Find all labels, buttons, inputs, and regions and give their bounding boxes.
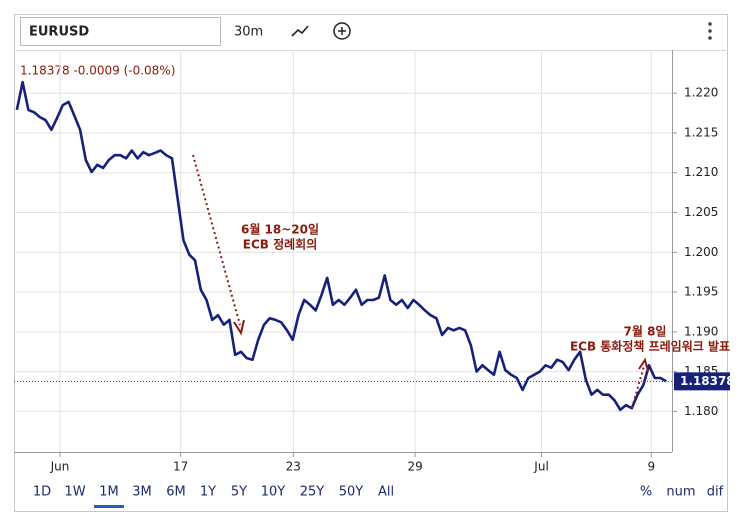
range-button[interactable]: 1D: [33, 485, 51, 500]
x-tick-label: 23: [286, 460, 301, 474]
menu-icon[interactable]: [708, 22, 712, 40]
chart-style-icon[interactable]: [291, 25, 309, 37]
annotation: 7월 8일: [624, 324, 667, 339]
y-tick-label: 1.215: [684, 125, 718, 139]
annotation-arrowhead: [638, 357, 649, 372]
y-tick-label: 1.205: [684, 205, 718, 219]
annotation-arrow: [631, 365, 645, 409]
add-indicator-plus: [338, 27, 346, 35]
x-tick-label: Jul: [533, 460, 548, 474]
range-button[interactable]: 25Y: [300, 485, 325, 500]
display-mode-button[interactable]: dif: [707, 485, 724, 500]
x-tick-label: 29: [407, 460, 422, 474]
range-button[interactable]: 1M: [99, 485, 119, 500]
display-mode-button[interactable]: num: [666, 485, 695, 500]
x-tick-label: 17: [173, 460, 188, 474]
annotation-arrow: [192, 154, 241, 326]
y-tick-label: 1.195: [684, 285, 718, 299]
range-button[interactable]: 50Y: [339, 485, 364, 500]
range-button[interactable]: 3M: [132, 485, 152, 500]
annotation: 6월 18~20일: [241, 222, 319, 237]
x-tick-label: Jun: [50, 460, 70, 474]
range-button[interactable]: 10Y: [261, 485, 286, 500]
y-tick-label: 1.220: [684, 86, 718, 100]
y-tick-label: 1.190: [684, 324, 718, 338]
annotation: ECB 정례회의: [243, 237, 318, 252]
x-tick-label: 9: [647, 460, 655, 474]
range-button[interactable]: All: [378, 485, 394, 500]
widget-frame: [14, 14, 728, 512]
y-tick-label: 1.180: [684, 404, 718, 418]
range-button[interactable]: 1W: [64, 485, 85, 500]
selected-range-underline: [94, 505, 124, 508]
last-price-label: 1.18378: [680, 374, 735, 388]
price-line: [15, 80, 667, 412]
interval-button[interactable]: 30m: [234, 25, 263, 40]
annotation: ECB 통화정책 프레임워크 발표: [570, 339, 730, 354]
symbol-text: EURUSD: [29, 25, 89, 40]
add-indicator-icon[interactable]: [333, 22, 351, 40]
symbol-input[interactable]: [20, 17, 221, 46]
display-mode-button[interactable]: %: [640, 485, 652, 500]
annotation-arrowhead: [233, 319, 245, 336]
last-price-tag: [674, 372, 730, 391]
range-button[interactable]: 6M: [166, 485, 186, 500]
range-button[interactable]: 1Y: [200, 485, 216, 500]
y-tick-label: 1.200: [684, 245, 718, 259]
range-button[interactable]: 5Y: [231, 485, 247, 500]
y-tick-label: 1.210: [684, 165, 718, 179]
quote-text: 1.18378 -0.0009 (-0.08%): [20, 64, 175, 78]
